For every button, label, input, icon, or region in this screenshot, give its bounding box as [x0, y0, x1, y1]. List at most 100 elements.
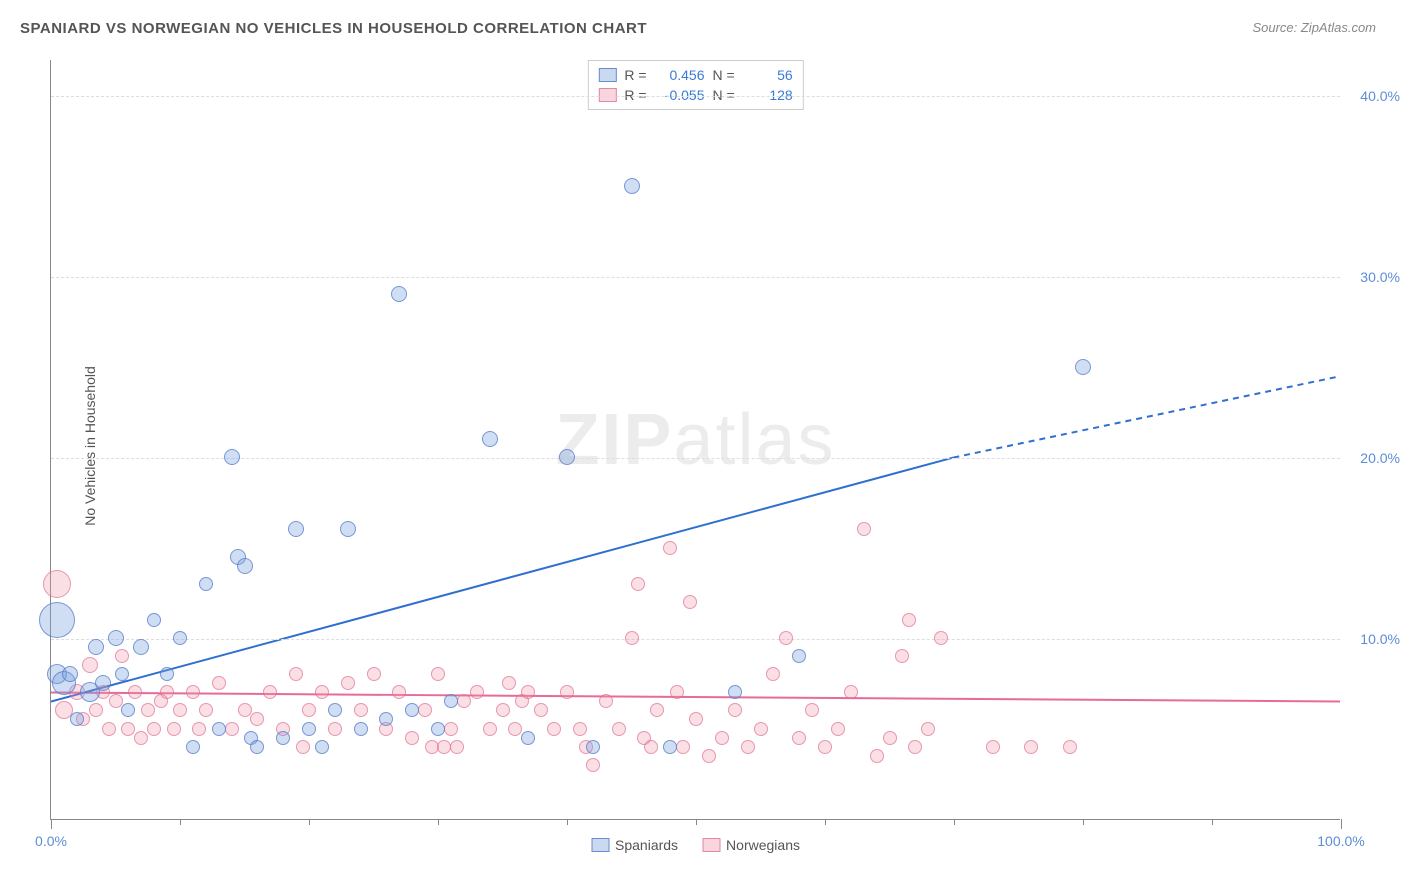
swatch-spaniards-icon [598, 68, 616, 82]
x-tick-minor [1083, 819, 1084, 825]
y-tick-label: 20.0% [1360, 450, 1400, 466]
n-value-spaniards: 56 [743, 67, 793, 83]
data-point-spaniards [302, 722, 316, 736]
x-tick-major [51, 819, 52, 829]
data-point-norwegians [405, 731, 419, 745]
n-label: N = [713, 87, 735, 103]
data-point-spaniards [276, 731, 290, 745]
data-point-spaniards [288, 521, 304, 537]
gridline-h [51, 458, 1340, 459]
swatch-norwegians-icon [702, 838, 720, 852]
data-point-spaniards [792, 649, 806, 663]
data-point-norwegians [534, 703, 548, 717]
data-point-norwegians [121, 722, 135, 736]
data-point-spaniards [186, 740, 200, 754]
data-point-norwegians [683, 595, 697, 609]
watermark-bold: ZIP [555, 400, 673, 480]
data-point-spaniards [70, 712, 84, 726]
data-point-norwegians [134, 731, 148, 745]
data-point-spaniards [624, 178, 640, 194]
data-point-spaniards [444, 694, 458, 708]
data-point-norwegians [676, 740, 690, 754]
data-point-norwegians [450, 740, 464, 754]
data-point-norwegians [508, 722, 522, 736]
data-point-norwegians [715, 731, 729, 745]
data-point-norwegians [895, 649, 909, 663]
data-point-spaniards [250, 740, 264, 754]
data-point-norwegians [392, 685, 406, 699]
data-point-spaniards [354, 722, 368, 736]
data-point-norwegians [631, 577, 645, 591]
data-point-spaniards [1075, 359, 1091, 375]
data-point-norwegians [560, 685, 574, 699]
data-point-spaniards [328, 703, 342, 717]
x-tick-minor [1212, 819, 1213, 825]
r-label: R = [624, 87, 646, 103]
data-point-norwegians [354, 703, 368, 717]
data-point-norwegians [689, 712, 703, 726]
data-point-norwegians [986, 740, 1000, 754]
x-tick-minor [954, 819, 955, 825]
plot-area: ZIPatlas R = 0.456 N = 56 R = -0.055 N =… [50, 60, 1340, 820]
data-point-norwegians [444, 722, 458, 736]
data-point-spaniards [95, 675, 111, 691]
data-point-norwegians [483, 722, 497, 736]
data-point-norwegians [367, 667, 381, 681]
data-point-spaniards [663, 740, 677, 754]
x-tick-label: 100.0% [1317, 833, 1364, 849]
data-point-norwegians [1063, 740, 1077, 754]
data-point-spaniards [108, 630, 124, 646]
data-point-norwegians [831, 722, 845, 736]
data-point-norwegians [128, 685, 142, 699]
data-point-spaniards [521, 731, 535, 745]
data-point-norwegians [192, 722, 206, 736]
legend-label-norwegians: Norwegians [726, 837, 800, 853]
data-point-norwegians [425, 740, 439, 754]
data-point-norwegians [625, 631, 639, 645]
data-point-norwegians [250, 712, 264, 726]
gridline-h [51, 96, 1340, 97]
data-point-norwegians [644, 740, 658, 754]
data-point-spaniards [482, 431, 498, 447]
data-point-spaniards [391, 286, 407, 302]
data-point-spaniards [405, 703, 419, 717]
r-value-norwegians: -0.055 [655, 87, 705, 103]
series-legend: Spaniards Norwegians [591, 837, 800, 853]
data-point-norwegians [599, 694, 613, 708]
data-point-spaniards [121, 703, 135, 717]
data-point-norwegians [921, 722, 935, 736]
data-point-norwegians [586, 758, 600, 772]
data-point-norwegians [296, 740, 310, 754]
data-point-norwegians [670, 685, 684, 699]
data-point-spaniards [212, 722, 226, 736]
swatch-norwegians-icon [598, 88, 616, 102]
legend-item-spaniards: Spaniards [591, 837, 678, 853]
data-point-norwegians [844, 685, 858, 699]
data-point-spaniards [315, 740, 329, 754]
data-point-spaniards [586, 740, 600, 754]
data-point-norwegians [521, 685, 535, 699]
data-point-norwegians [470, 685, 484, 699]
x-tick-major [1341, 819, 1342, 829]
data-point-norwegians [908, 740, 922, 754]
data-point-norwegians [457, 694, 471, 708]
data-point-norwegians [612, 722, 626, 736]
chart-title: SPANIARD VS NORWEGIAN NO VEHICLES IN HOU… [20, 20, 647, 37]
data-point-spaniards [559, 449, 575, 465]
data-point-spaniards [199, 577, 213, 591]
data-point-spaniards [147, 613, 161, 627]
data-point-spaniards [88, 639, 104, 655]
data-point-norwegians [934, 631, 948, 645]
data-point-norwegians [779, 631, 793, 645]
data-point-norwegians [199, 703, 213, 717]
data-point-norwegians [141, 703, 155, 717]
data-point-norwegians [741, 740, 755, 754]
data-point-norwegians [225, 722, 239, 736]
data-point-spaniards [115, 667, 129, 681]
data-point-norwegians [728, 703, 742, 717]
data-point-norwegians [89, 703, 103, 717]
data-point-norwegians [115, 649, 129, 663]
data-point-spaniards [173, 631, 187, 645]
data-point-norwegians [573, 722, 587, 736]
x-tick-minor [567, 819, 568, 825]
